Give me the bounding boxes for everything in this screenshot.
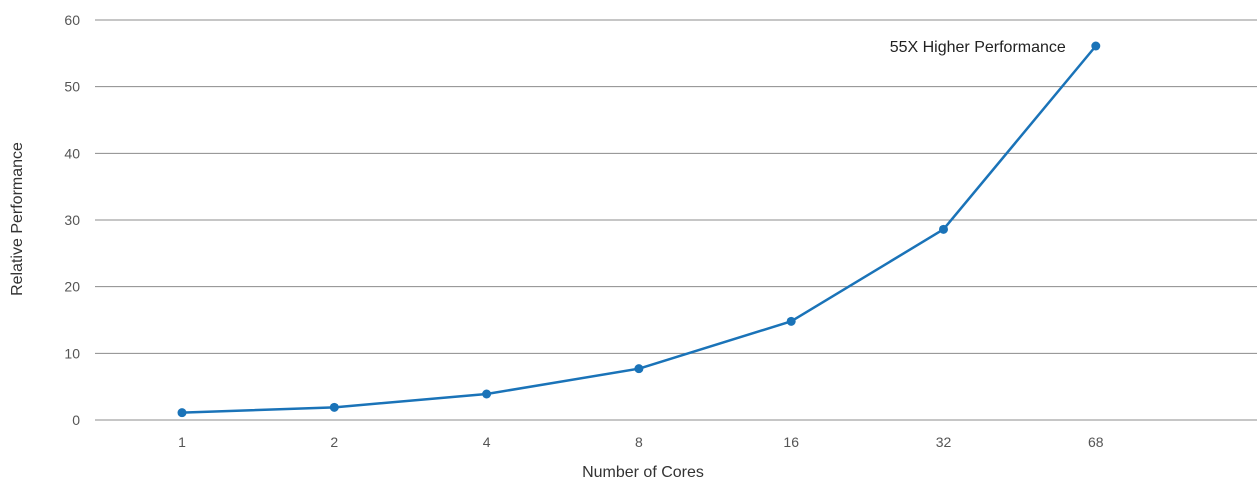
data-point-16 [786, 316, 796, 326]
y-tick-label-10: 10 [64, 345, 80, 361]
series [177, 41, 1101, 418]
y-tick-label-40: 40 [64, 145, 80, 161]
x-tick-label-2: 2 [330, 434, 338, 450]
y-tick-label-0: 0 [72, 412, 80, 428]
y-tick-label-50: 50 [64, 79, 80, 95]
data-point-2 [329, 402, 339, 412]
y-tick-label-60: 60 [64, 12, 80, 28]
series-line-0 [181, 45, 1097, 414]
x-axis-title: Number of Cores [582, 464, 704, 481]
y-axis-ticks: 0 10 20 30 40 50 60 [64, 12, 80, 428]
x-tick-label-16: 16 [783, 434, 799, 450]
data-point-4 [482, 389, 492, 399]
x-axis-ticks: 1 2 4 8 16 32 68 [178, 434, 1104, 450]
x-tick-label-4: 4 [483, 434, 491, 450]
x-tick-label-1: 1 [178, 434, 186, 450]
data-point-68 [1091, 41, 1101, 51]
x-tick-label-8: 8 [635, 434, 643, 450]
x-tick-label-32: 32 [936, 434, 952, 450]
y-axis-title: Relative Performance [9, 142, 26, 296]
y-tick-label-30: 30 [64, 212, 80, 228]
data-point-8 [634, 364, 644, 374]
gridlines [95, 19, 1257, 421]
annotation-label: 55X Higher Performance [890, 39, 1066, 56]
data-point-32 [939, 224, 948, 234]
data-point-1 [177, 408, 187, 418]
x-tick-label-68: 68 [1088, 434, 1104, 450]
y-tick-label-20: 20 [64, 279, 80, 295]
